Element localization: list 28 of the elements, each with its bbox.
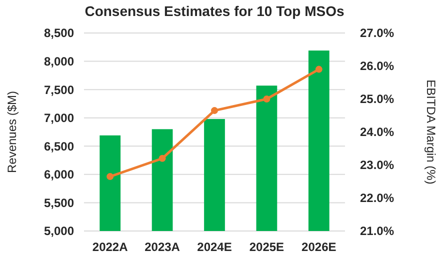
y-axis-title: Revenues ($M) xyxy=(5,90,19,174)
x-tick-label: 2025E xyxy=(249,240,284,254)
point xyxy=(106,173,114,180)
y-tick-label: 6,500 xyxy=(44,139,74,154)
y2-tick-label: 21.0% xyxy=(360,224,394,238)
point xyxy=(211,107,218,114)
y2-tick-label: 22.0% xyxy=(360,191,394,206)
y-tick-label: 6,000 xyxy=(44,168,74,182)
y2-tick-label: 23.0% xyxy=(360,158,394,172)
x-tick-label: 2026E xyxy=(302,240,336,254)
y-tick-label: 8,000 xyxy=(44,54,74,68)
y2-axis-title: EBITDA Margin (%) xyxy=(424,80,438,184)
y2-tick-label: 24.0% xyxy=(360,125,394,140)
y-tick-label: 7,000 xyxy=(44,111,74,126)
x-tick-label: 2024E xyxy=(197,240,232,254)
chart-title: Consensus Estimates for 10 Top MSOs xyxy=(84,3,344,19)
y2-tick-label: 26.0% xyxy=(360,59,394,74)
y-tick-label: 7,500 xyxy=(44,82,74,97)
x-tick-label: 2022A xyxy=(92,240,128,254)
y-tick-label: 5,000 xyxy=(44,224,74,238)
y2-tick-label: 25.0% xyxy=(360,92,394,106)
y-tick-label: 8,500 xyxy=(44,26,74,40)
point xyxy=(158,154,166,162)
x-tick-label: 2023A xyxy=(144,240,180,254)
point xyxy=(263,96,270,102)
y-tick-label: 5,500 xyxy=(44,196,74,210)
point xyxy=(315,66,322,73)
y2-tick-label: 27.0% xyxy=(360,26,394,40)
